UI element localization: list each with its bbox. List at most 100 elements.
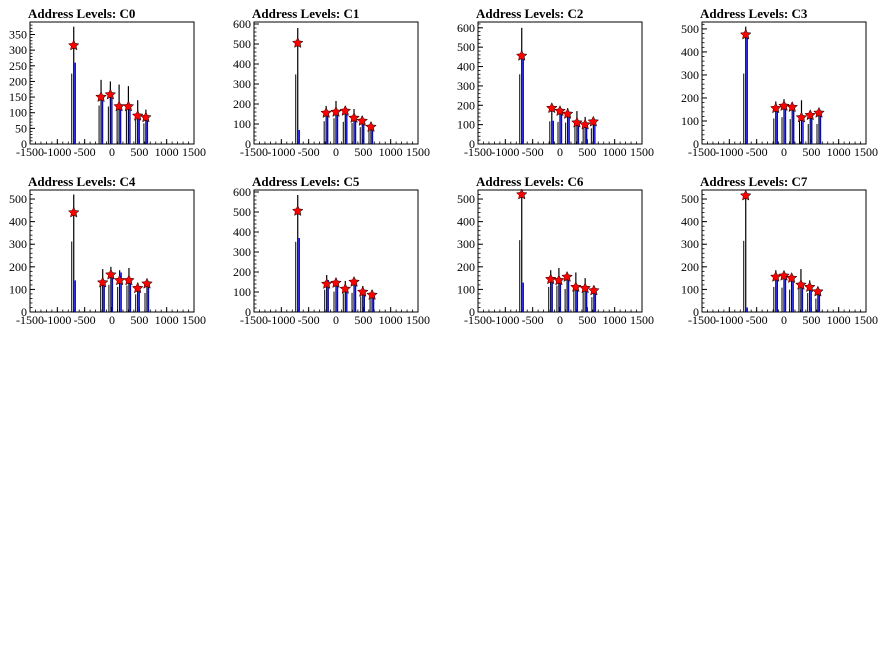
y-tick-label: 400: [681, 45, 699, 59]
level-marker-star: [291, 204, 304, 216]
level-marker-star: [778, 99, 790, 111]
level-marker-star: [339, 104, 352, 116]
panel-title: Address Levels: C5: [252, 174, 360, 189]
y-tick-label: 300: [9, 43, 27, 57]
panel-title: Address Levels: C3: [700, 6, 808, 21]
y-tick-label: 400: [233, 225, 251, 239]
level-marker-star: [813, 106, 825, 118]
x-tick-label: -1500: [688, 313, 716, 327]
histogram-panel: Address Levels: C70100200300400500-1500-…: [681, 174, 878, 327]
x-tick-label: 1500: [630, 145, 654, 159]
x-tick-label: 500: [802, 313, 820, 327]
x-tick-label: -1000: [43, 313, 71, 327]
y-tick-label: 500: [681, 192, 699, 206]
histogram-panel: Address Levels: C5 0 100 200 300 400 500 600 -15…: [233, 174, 430, 327]
y-tick-label: 300: [681, 68, 699, 82]
x-tick-label: -1000: [491, 145, 519, 159]
level-marker-star: [105, 268, 117, 280]
x-tick-label: -1500: [240, 313, 268, 327]
level-marker-star: [330, 276, 342, 288]
x-tick-label: 1000: [379, 313, 403, 327]
level-marker-star: [579, 282, 591, 294]
x-tick-label: 0: [781, 313, 787, 327]
level-marker-star: [739, 189, 752, 201]
level-marker-star: [587, 115, 600, 127]
x-tick-label: 0: [557, 313, 563, 327]
y-tick-label: 300: [233, 245, 251, 259]
y-tick-label: 0: [469, 137, 475, 151]
x-tick-label: 1000: [155, 145, 179, 159]
x-tick-label: 1000: [603, 145, 627, 159]
level-marker-star: [330, 105, 342, 117]
x-tick-label: -500: [746, 313, 768, 327]
y-tick-label: 600: [233, 17, 251, 31]
level-marker-star: [579, 118, 591, 130]
y-tick-label: 0: [693, 137, 699, 151]
x-tick-label: 0: [333, 313, 339, 327]
y-tick-label: 600: [233, 185, 251, 199]
level-marker-star: [96, 276, 109, 288]
x-tick-label: 500: [354, 145, 372, 159]
y-tick-label: 0: [469, 305, 475, 319]
y-tick-label: 200: [457, 260, 475, 274]
y-tick-label: 500: [681, 22, 699, 36]
level-marker-star: [320, 106, 332, 118]
level-marker-star: [570, 281, 582, 293]
x-tick-label: -500: [522, 145, 544, 159]
x-tick-label: -500: [298, 313, 320, 327]
x-tick-label: 500: [578, 313, 596, 327]
x-tick-label: 1000: [379, 145, 403, 159]
y-tick-label: 400: [457, 215, 475, 229]
x-tick-label: 1500: [854, 313, 878, 327]
y-tick-label: 200: [681, 260, 699, 274]
y-tick-label: 250: [9, 59, 27, 73]
panel-title: Address Levels: C2: [476, 6, 583, 21]
y-tick-label: 100: [457, 118, 475, 132]
x-tick-label: -1500: [464, 145, 492, 159]
y-tick-label: 200: [233, 97, 251, 111]
x-tick-label: 1000: [155, 313, 179, 327]
x-tick-label: 1500: [630, 313, 654, 327]
level-marker-star: [131, 109, 144, 121]
level-marker-star: [803, 281, 816, 293]
level-marker-star: [131, 282, 144, 294]
level-marker-star: [812, 285, 824, 297]
level-marker-star: [561, 270, 573, 282]
level-marker-star: [778, 269, 790, 281]
x-tick-label: -1000: [267, 313, 295, 327]
y-tick-label: 100: [457, 282, 475, 296]
level-marker-star: [95, 90, 107, 103]
y-tick-label: 100: [233, 117, 251, 131]
level-marker-star: [348, 275, 360, 287]
x-tick-label: 1000: [827, 313, 851, 327]
x-tick-label: 500: [130, 145, 148, 159]
level-marker-star: [804, 109, 817, 121]
x-tick-label: -1500: [464, 313, 492, 327]
level-marker-star: [553, 274, 565, 286]
x-tick-label: 1000: [827, 145, 851, 159]
x-tick-label: 0: [781, 145, 787, 159]
histogram-panel: Address Levels: C40100200300400500-1500-…: [9, 174, 206, 327]
level-marker-star: [515, 49, 528, 61]
level-marker-star: [140, 111, 152, 123]
level-marker-star: [739, 28, 752, 40]
y-tick-label: 500: [233, 205, 251, 219]
level-marker-star: [67, 39, 80, 51]
level-marker-star: [67, 206, 80, 218]
y-tick-label: 350: [9, 28, 27, 42]
level-marker-star: [786, 101, 799, 113]
y-tick-label: 100: [9, 282, 27, 296]
y-tick-label: 0: [21, 137, 27, 151]
x-tick-label: -500: [74, 313, 96, 327]
x-tick-label: -1500: [240, 145, 268, 159]
level-marker-star: [339, 282, 352, 294]
x-tick-label: 1500: [406, 145, 430, 159]
x-tick-label: -1000: [491, 313, 519, 327]
level-marker-star: [320, 277, 333, 289]
level-marker-star: [356, 285, 369, 297]
x-tick-label: -1000: [715, 313, 743, 327]
panel-title: Address Levels: C1: [252, 6, 359, 21]
histogram-panel: Address Levels: C60100200300400500-1500-…: [457, 174, 654, 327]
x-tick-label: 1500: [406, 313, 430, 327]
